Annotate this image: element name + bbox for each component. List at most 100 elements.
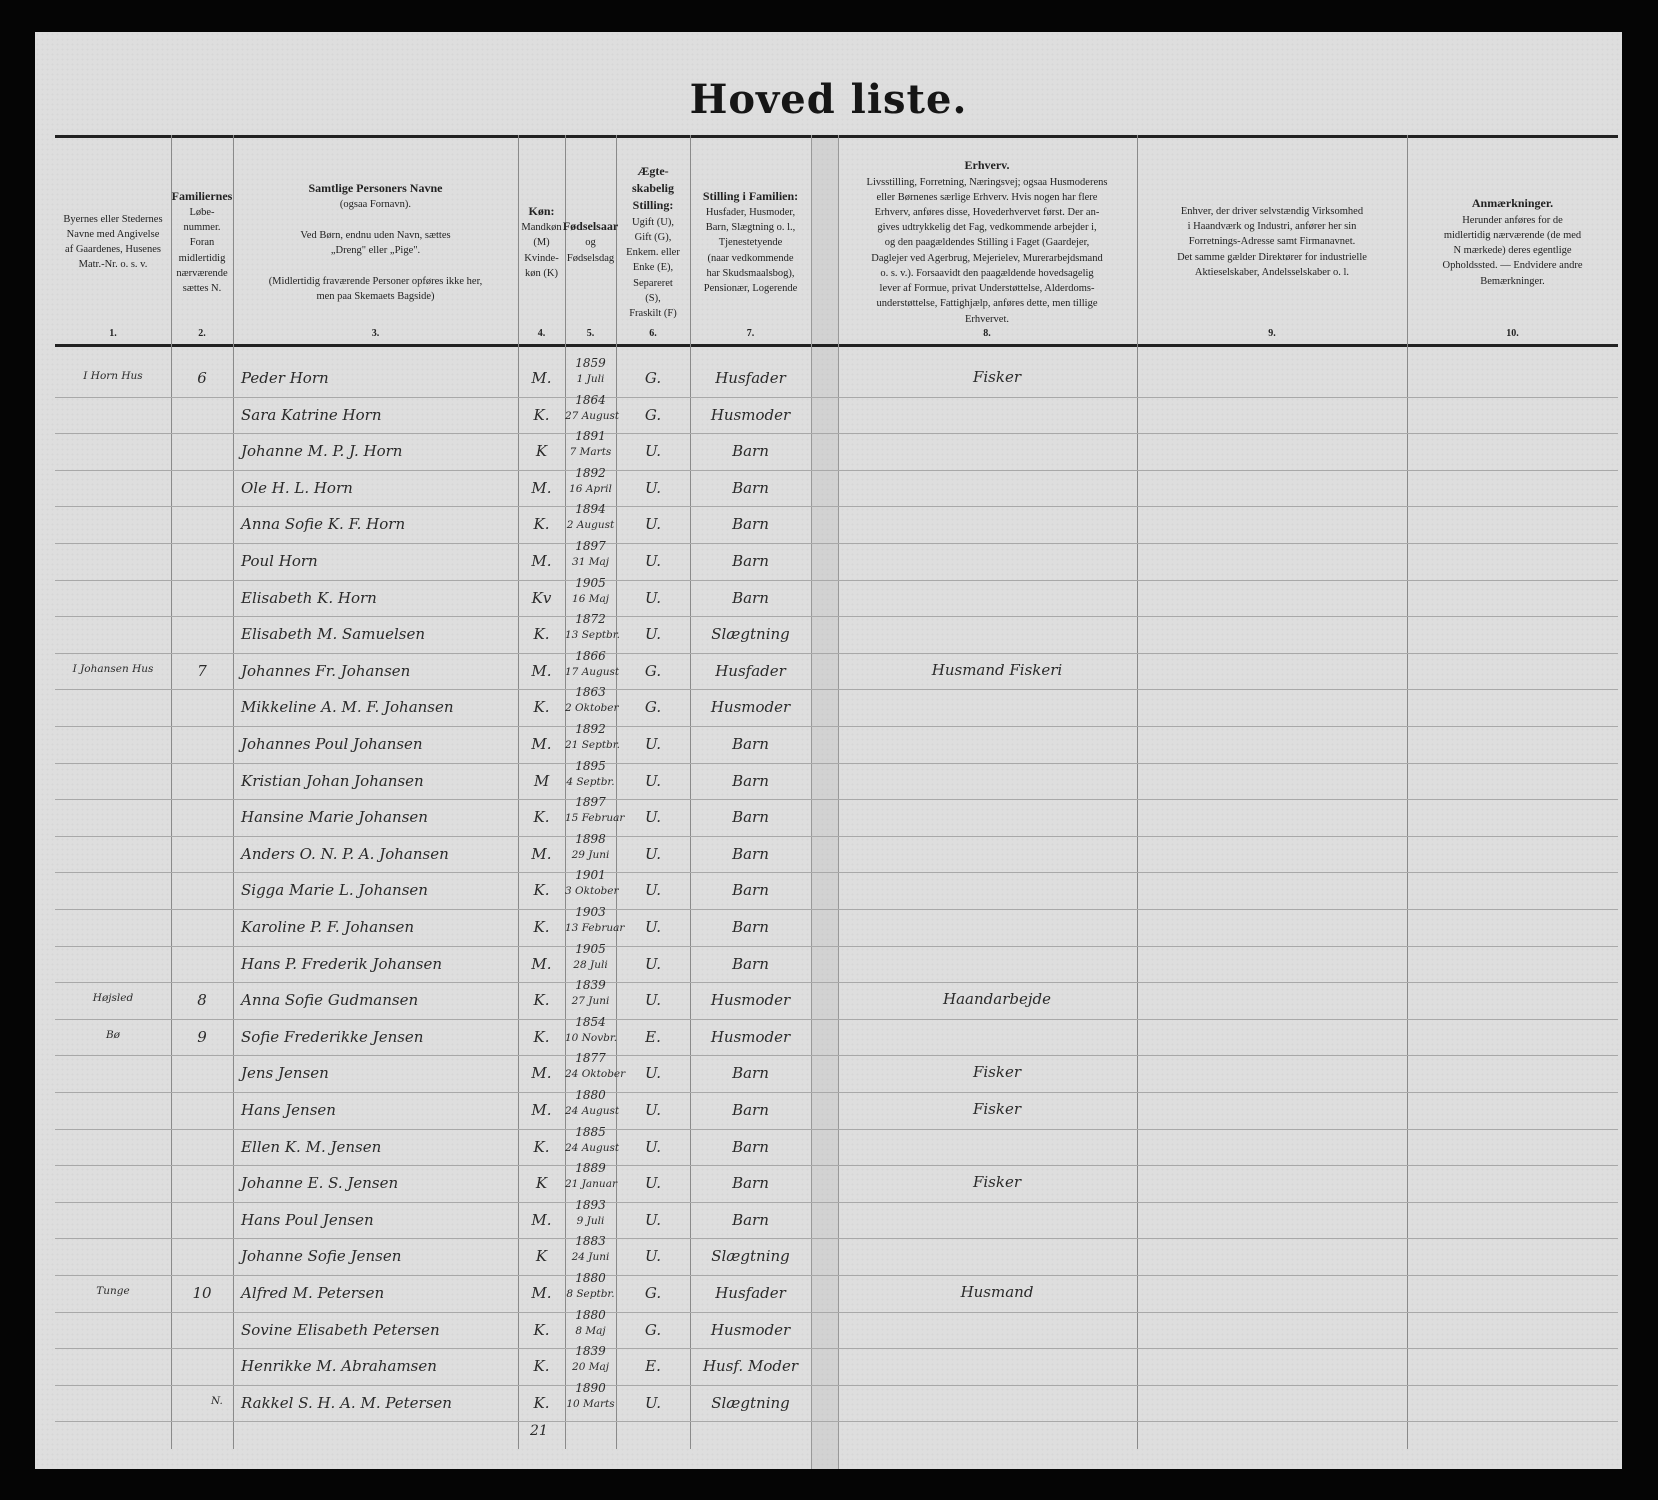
person-name-cell: Kristian Johan Johansen [241, 771, 424, 790]
marital-status-cell: U. [644, 954, 662, 973]
column-divider [1407, 135, 1408, 1449]
birth-year-cell: 1839 [575, 978, 606, 993]
family-position-cell: Husfader [715, 369, 786, 387]
row-rule [55, 469, 1618, 471]
occupation-cell: Husmand Fiskeri [931, 660, 1063, 679]
family-position-cell: Husmoder [710, 1027, 791, 1046]
family-position-cell: Husmoder [710, 1320, 791, 1339]
birth-date-cell: 16 April [569, 482, 612, 495]
birth-date-cell: 24 August [565, 1141, 620, 1154]
column-header-6: Ægte- skabelig Stilling: Ugift (U), Gift … [619, 142, 687, 342]
person-name-cell: Alfred M. Petersen [241, 1284, 385, 1302]
family-position-cell: Husf. Moder [702, 1357, 799, 1376]
birth-date-cell: 3 Oktober [565, 885, 619, 898]
person-name-cell: Rakkel S. H. A. M. Petersen [241, 1393, 452, 1412]
row-rule [55, 689, 1618, 691]
birth-date-cell: 4 Septbr. [566, 775, 615, 788]
family-position-cell: Barn [732, 954, 769, 973]
family-position-cell: Barn [732, 881, 769, 900]
person-name-cell: Johannes Poul Johansen [241, 735, 423, 753]
birth-date-cell: 24 Oktober [565, 1068, 626, 1081]
sex-cell: K. [533, 918, 550, 936]
column-header-text: Livsstilling, Forretning, Næringsvej; og… [866, 176, 1108, 325]
place-cell: I Horn Hus [83, 370, 143, 382]
row-rule [55, 396, 1618, 398]
marital-status-cell: E. [645, 1357, 661, 1376]
marital-status-cell: G. [644, 698, 662, 717]
family-position-cell: Barn [732, 552, 769, 570]
birth-date-cell: 13 Februar [565, 922, 625, 934]
marital-status-cell: U. [644, 478, 662, 497]
column-number: 7. [746, 328, 755, 339]
family-position-cell: Barn [732, 1137, 769, 1156]
row-rule [55, 726, 1618, 727]
column-number: 8. [983, 328, 991, 339]
birth-year-cell: 1880 [575, 1307, 606, 1322]
marital-status-cell: U. [644, 918, 662, 936]
birth-date-cell: 8 Septbr. [566, 1288, 615, 1300]
column-header-title: Stilling i Familien: [702, 188, 799, 203]
column-header-4: Køn: Mandkøn (M) Kvinde- køn (K) [521, 142, 562, 342]
birth-year-cell: 1891 [575, 429, 606, 444]
birth-year-cell: 1901 [575, 868, 606, 883]
birth-year-cell: 1864 [575, 392, 606, 407]
family-number-cell: 9 [197, 1027, 207, 1046]
person-name-cell: Henrikke M. Abrahamsen [241, 1357, 437, 1376]
person-name-cell: Johannes Fr. Johansen [241, 661, 411, 680]
column-number: 6. [649, 328, 657, 339]
column-header-text: Enhver, der driver selvstændig Virksomhe… [1177, 205, 1367, 278]
birth-year-cell: 1839 [575, 1344, 606, 1359]
birth-year-cell: 1854 [575, 1014, 606, 1029]
family-position-cell: Barn [732, 808, 769, 827]
row-rule [55, 1311, 1618, 1313]
column-header-text: Løbe- nummer. Foran midlertidig nærværen… [176, 207, 228, 295]
birth-year-cell: 1892 [575, 722, 606, 736]
marital-status-cell: U. [644, 1101, 662, 1119]
person-name-cell: Anna Sofie K. F. Horn [241, 515, 406, 534]
column-number: 4. [537, 328, 546, 339]
birth-date-cell: 28 Juli [573, 958, 608, 971]
sex-cell: K. [533, 881, 550, 900]
row-rule [55, 1092, 1618, 1093]
birth-date-cell: 20 Maj [572, 1361, 609, 1374]
column-header-text: Byernes eller Stedernes Navne med Angive… [63, 213, 163, 271]
family-position-cell: Barn [732, 1101, 769, 1119]
column-number: 9. [1268, 328, 1276, 339]
sex-cell: Kv [531, 588, 552, 607]
row-rule [55, 506, 1618, 508]
sex-cell: K. [533, 515, 550, 534]
birth-year-cell: 1894 [575, 502, 606, 517]
occupation-cell: Haandarbejde [943, 990, 1051, 1009]
sex-cell: K. [533, 698, 550, 717]
person-name-cell: Poul Horn [241, 552, 318, 570]
sex-cell: K. [533, 1320, 550, 1339]
marital-status-cell: E. [645, 1027, 661, 1046]
row-rule [55, 1055, 1618, 1057]
family-position-cell: Husmoder [710, 405, 791, 424]
person-name-cell: Sigga Marie L. Johansen [241, 881, 428, 900]
sex-cell: K [535, 442, 548, 461]
birth-date-cell: 21 Januar [565, 1178, 617, 1191]
marital-status-cell: G. [644, 1320, 662, 1339]
column-header-text: Herunder anføres for de midlertidig nærv… [1442, 214, 1583, 287]
sex-cell: K. [533, 1027, 550, 1046]
person-name-cell: Sofie Frederikke Jensen [241, 1027, 424, 1046]
marital-status-cell: G. [644, 1284, 662, 1302]
sex-cell: M. [531, 954, 552, 973]
birth-date-cell: 9 Juli [576, 1214, 605, 1227]
birth-year-cell: 1883 [575, 1234, 606, 1249]
birth-year-cell: 1897 [575, 795, 606, 810]
birth-date-cell: 15 Februar [565, 812, 625, 825]
family-position-cell: Barn [732, 478, 769, 497]
row-rule [55, 543, 1618, 544]
family-position-cell: Barn [732, 1064, 769, 1083]
family-position-cell: Slægtning [711, 1393, 790, 1412]
birth-date-cell: 10 Novbr. [565, 1031, 618, 1044]
family-position-cell: Barn [732, 844, 769, 863]
birth-date-cell: 8 Maj [575, 1324, 606, 1337]
marital-status-cell: U. [644, 515, 662, 534]
birth-year-cell: 1892 [575, 465, 606, 480]
column-number: 3. [371, 328, 380, 339]
birth-year-cell: 1877 [575, 1051, 606, 1066]
marital-status-cell: U. [644, 808, 662, 827]
